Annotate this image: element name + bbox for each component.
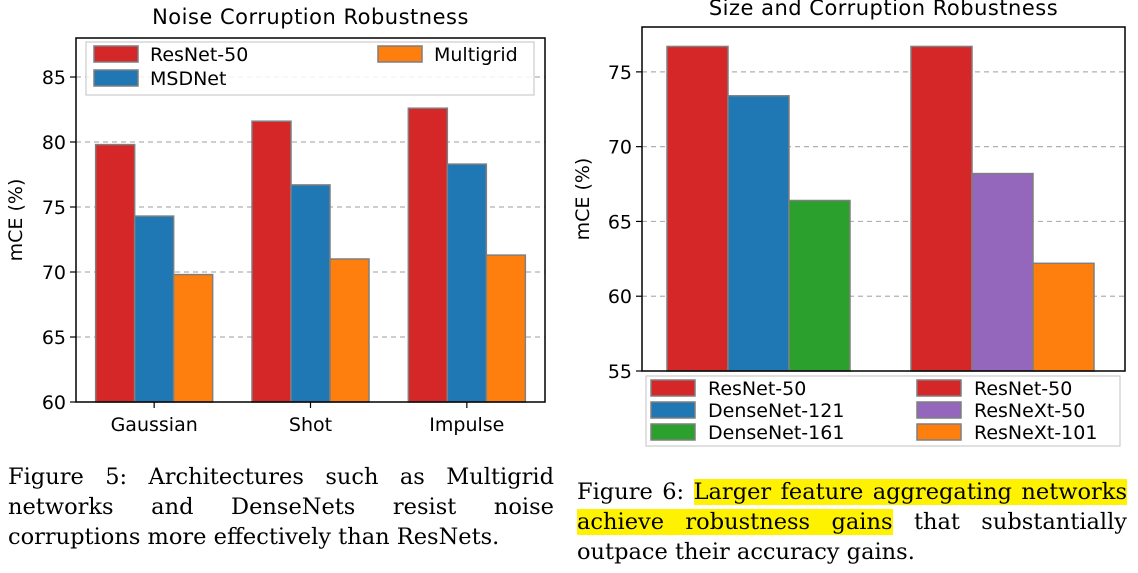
figure6-caption: Figure 6: Larger feature aggregating net… [577, 477, 1127, 567]
chart1-bar [407, 107, 449, 403]
chart1-title: Noise Corruption Robustness [152, 5, 469, 29]
chart1-ytick-label: 65 [42, 327, 66, 349]
chart1-xtick-label: Gaussian [111, 414, 198, 436]
chart2-legend-label: ResNeXt-101 [974, 422, 1097, 444]
chart2-legend-swatch [916, 423, 962, 441]
chart2-bar [910, 45, 973, 372]
chart1-xtick-label: Shot [289, 414, 332, 436]
chart1-legend-box [85, 41, 535, 96]
chart2-ytick-label: 55 [608, 361, 632, 383]
chart2-bar [788, 199, 851, 372]
chart1-xtick-label: Impulse [429, 414, 504, 436]
chart2-legend-swatch [650, 401, 696, 419]
chart1-ytick-label: 60 [42, 392, 66, 414]
chart2-ytick-label: 75 [608, 62, 632, 84]
chart2-legend-swatch [916, 379, 962, 397]
chart2-bar [727, 95, 790, 372]
chart2-title: Size and Corruption Robustness [709, 0, 1058, 20]
chart2-bar [1032, 262, 1095, 372]
chart2-bar [666, 45, 729, 372]
chart1-legend-label: Multigrid [434, 44, 518, 66]
chart2-bar [971, 172, 1034, 372]
chart2-frame [641, 26, 1126, 372]
figure5-caption: Figure 5: Architectures such as Multigri… [8, 462, 554, 552]
chart2-legend-label: ResNet-50 [708, 378, 806, 400]
chart1-legend-swatch [93, 69, 139, 87]
chart1-legend-label: MSDNet [150, 68, 226, 90]
chart2-legend: ResNet-50DenseNet-121DenseNet-161ResNet-… [645, 375, 1121, 447]
chart1-bar [251, 120, 292, 403]
chart1-ytick-label: 70 [42, 262, 66, 284]
chart1-bar [94, 143, 136, 403]
chart2-legend-swatch [916, 401, 962, 419]
chart1-bar [133, 215, 175, 403]
chart2-ylabel: mCE (%) [572, 158, 594, 241]
noise-robustness-chart: Noise Corruption Robustness 60 65 70 75 80 85 m… [5, 5, 546, 436]
chart2-ytick-label: 65 [608, 211, 632, 233]
chart1-bar [329, 258, 370, 403]
chart2-legend-label: ResNet-50 [974, 378, 1072, 400]
chart2-legend-swatch [650, 423, 696, 441]
chart1-frame [75, 37, 546, 403]
chart2-legend-label: ResNeXt-50 [974, 400, 1085, 422]
figure6-label: Figure 6: [577, 479, 685, 505]
chart1-ylabel: mCE (%) [5, 179, 27, 262]
chart2-ytick-label: 60 [608, 286, 632, 308]
size-robustness-chart: Size and Corruption Robustness 55 60 65 70 75… [572, 0, 1126, 447]
chart2-legend-swatch [650, 379, 696, 397]
figure5-label: Figure 5: [8, 464, 128, 490]
chart1-ytick-label: 85 [42, 67, 66, 89]
chart2-legend-box [645, 375, 1121, 447]
chart1-ytick-label: 75 [42, 197, 66, 219]
figure5-text: Architectures such as Multigrid networks… [8, 464, 554, 550]
chart1-legend-swatch [377, 45, 423, 63]
chart1-ytick-label: 80 [42, 132, 66, 154]
figure6-text: that substantially outpace their accurac… [577, 509, 1127, 565]
chart2-legend-label: DenseNet-161 [708, 422, 844, 444]
chart1-legend-label: ResNet-50 [150, 44, 248, 66]
chart1-legend-swatch [93, 45, 139, 63]
chart2-ytick-label: 70 [608, 137, 632, 159]
chart2-legend-label: DenseNet-121 [708, 400, 844, 422]
chart1-bar [172, 273, 214, 403]
